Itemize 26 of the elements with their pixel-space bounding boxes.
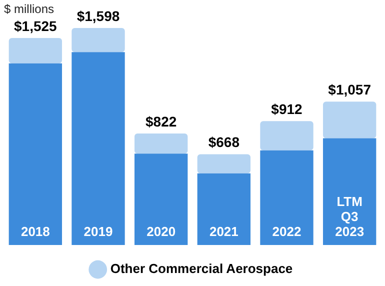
- bar: [134, 154, 188, 245]
- annotation: $1,598: [76, 8, 120, 24]
- x-tick-label: 2020: [146, 224, 176, 240]
- bar: [197, 154, 251, 174]
- bar: [72, 52, 125, 245]
- bar: [260, 150, 314, 245]
- x-tick-label: 2022: [272, 224, 302, 240]
- bar: [260, 121, 314, 150]
- bar: [134, 133, 188, 154]
- bar: [322, 102, 376, 138]
- x-tick-label: LTM Q3 2023: [335, 194, 364, 240]
- annotation: $912: [271, 100, 303, 117]
- bar: [8, 63, 62, 245]
- bar: [72, 28, 125, 52]
- bar: [197, 173, 251, 245]
- annotation: $1,525: [14, 18, 58, 34]
- annotation: $668: [208, 134, 240, 150]
- x-tick-label: 2021: [209, 224, 238, 240]
- bar: [322, 138, 376, 245]
- legend-label: Other Commercial Aerospace: [110, 261, 293, 276]
- x-tick-label: 2018: [20, 224, 50, 240]
- bar: [8, 38, 62, 64]
- y-axis-title: $ millions: [4, 2, 54, 16]
- x-tick-label: 2019: [84, 224, 113, 240]
- annotation: $822: [146, 113, 177, 130]
- annotation: $1,057: [328, 81, 372, 98]
